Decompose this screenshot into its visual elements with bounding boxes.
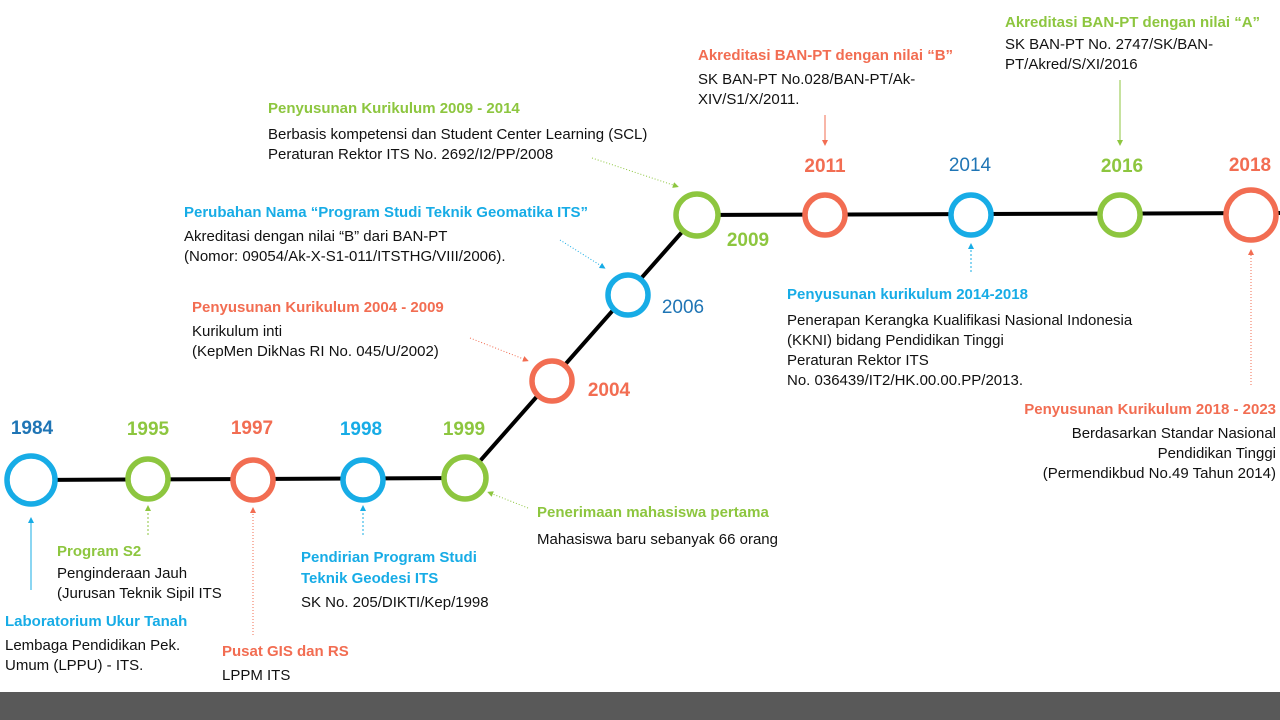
event-text: (Permendikbud No.49 Tahun 2014) xyxy=(1042,465,1276,482)
event-text: (Nomor: 09054/Ak-X-S1-011/ITSTHG/VIII/20… xyxy=(184,248,506,265)
year-label-2006: 2006 xyxy=(661,297,705,318)
event-2004: Penyusunan Kurikulum 2004 - 2009 Kurikul… xyxy=(192,298,444,362)
event-2006: Perubahan Nama “Program Studi Teknik Geo… xyxy=(184,203,588,267)
event-text: PT/Akred/S/XI/2016 xyxy=(1005,56,1138,73)
milestone-node-1984 xyxy=(4,453,58,507)
event-title: Perubahan Nama “Program Studi Teknik Geo… xyxy=(184,204,588,221)
year-label-1984: 1984 xyxy=(10,418,54,439)
event-text: Lembaga Pendidikan Pek. xyxy=(5,637,181,654)
event-text: (KKNI) bidang Pendidikan Tinggi xyxy=(787,332,1004,349)
event-text: Mahasiswa baru sebanyak 66 orang xyxy=(537,531,778,548)
event-2009: Penyusunan Kurikulum 2009 - 2014 Berbasi… xyxy=(268,99,647,165)
event-text: No. 036439/IT2/HK.00.00.PP/2013. xyxy=(787,372,1023,389)
milestone-node-1999 xyxy=(441,454,489,502)
event-title: Pusat GIS dan RS xyxy=(222,643,349,660)
year-label-2011: 2011 xyxy=(804,156,846,177)
event-title: Penyusunan Kurikulum 2004 - 2009 xyxy=(192,299,444,316)
year-label-2004: 2004 xyxy=(587,380,631,401)
year-label-2018: 2018 xyxy=(1228,155,1272,176)
milestone-node-1997 xyxy=(230,457,276,503)
event-2016: Akreditasi BAN-PT dengan nilai “A” SK BA… xyxy=(1005,13,1260,75)
arrow-2004 xyxy=(469,337,529,362)
milestone-node-2011 xyxy=(802,192,848,238)
year-label-2009: 2009 xyxy=(726,230,770,251)
footer-bar xyxy=(0,692,1280,720)
event-text: Kurikulum inti xyxy=(192,323,283,340)
milestone-node-2006 xyxy=(605,272,651,318)
event-text: Pendidikan Tinggi xyxy=(1157,445,1276,462)
event-text: Berdasarkan Standar Nasional xyxy=(1071,425,1276,442)
event-text: Berbasis kompetensi dan Student Center L… xyxy=(268,126,648,143)
year-label-1995: 1995 xyxy=(126,419,170,440)
event-2018: Penyusunan Kurikulum 2018 - 2023 Berdasa… xyxy=(1024,400,1276,484)
milestone-node-1995 xyxy=(125,456,171,502)
event-1997: Pusat GIS dan RS LPPM ITS xyxy=(222,642,349,686)
event-title: Laboratorium Ukur Tanah xyxy=(5,613,188,630)
event-text: (KepMen DikNas RI No. 045/U/2002) xyxy=(192,343,439,360)
event-title: Penyusunan Kurikulum 2018 - 2023 xyxy=(1024,401,1276,418)
milestone-node-2018 xyxy=(1223,187,1279,243)
event-text: SK No. 205/DIKTI/Kep/1998 xyxy=(301,594,489,611)
event-1995: Program S2 Penginderaan Jauh (Jurusan Te… xyxy=(57,542,222,604)
event-text: (Jurusan Teknik Sipil ITS xyxy=(57,585,222,602)
event-title: Akreditasi BAN-PT dengan nilai “B” xyxy=(698,47,954,64)
event-title: Program S2 xyxy=(57,543,142,560)
event-text: Umum (LPPU) - ITS. xyxy=(5,657,144,674)
event-title: Penerimaan mahasiswa pertama xyxy=(537,504,769,521)
milestone-node-2004 xyxy=(529,358,575,404)
event-2011: Akreditasi BAN-PT dengan nilai “B” SK BA… xyxy=(698,46,953,110)
event-text: SK BAN-PT No. 2747/SK/BAN- xyxy=(1005,36,1214,53)
event-title: Pendirian Program Studi Teknik Geodesi I… xyxy=(301,549,477,587)
milestone-node-1998 xyxy=(340,457,386,503)
event-text: SK BAN-PT No.028/BAN-PT/Ak- xyxy=(698,71,916,88)
event-title: Akreditasi BAN-PT dengan nilai “A” xyxy=(1005,14,1261,31)
year-label-1997: 1997 xyxy=(230,418,274,439)
milestone-node-2016 xyxy=(1097,192,1143,238)
year-label-1998: 1998 xyxy=(339,419,383,440)
year-label-1999: 1999 xyxy=(442,419,486,440)
arrow-1999 xyxy=(487,491,529,509)
milestone-node-2014 xyxy=(948,192,994,238)
event-text: LPPM ITS xyxy=(222,667,291,684)
event-text: Peraturan Rektor ITS No. 2692/I2/PP/2008 xyxy=(268,146,554,163)
event-2014: Penyusunan kurikulum 2014-2018 Penerapan… xyxy=(787,285,1132,391)
event-text: Akreditasi dengan nilai “B” dari BAN-PT xyxy=(184,228,448,245)
event-text: Penginderaan Jauh xyxy=(57,565,188,582)
event-title: Penyusunan kurikulum 2014-2018 xyxy=(787,286,1028,303)
event-text: Penerapan Kerangka Kualifikasi Nasional … xyxy=(787,312,1133,329)
event-1998: Pendirian Program Studi Teknik Geodesi I… xyxy=(301,547,489,613)
year-label-2016: 2016 xyxy=(1100,156,1144,177)
event-text: Peraturan Rektor ITS xyxy=(787,352,929,369)
event-text: XIV/S1/X/2011. xyxy=(698,91,800,108)
event-1999: Penerimaan mahasiswa pertama Mahasiswa b… xyxy=(537,503,778,550)
event-1984: Laboratorium Ukur Tanah Lembaga Pendidik… xyxy=(5,612,187,676)
milestone-node-2009 xyxy=(673,191,721,239)
year-label-2014: 2014 xyxy=(948,155,992,176)
event-title: Penyusunan Kurikulum 2009 - 2014 xyxy=(268,100,520,117)
arrow-2006 xyxy=(559,239,606,269)
